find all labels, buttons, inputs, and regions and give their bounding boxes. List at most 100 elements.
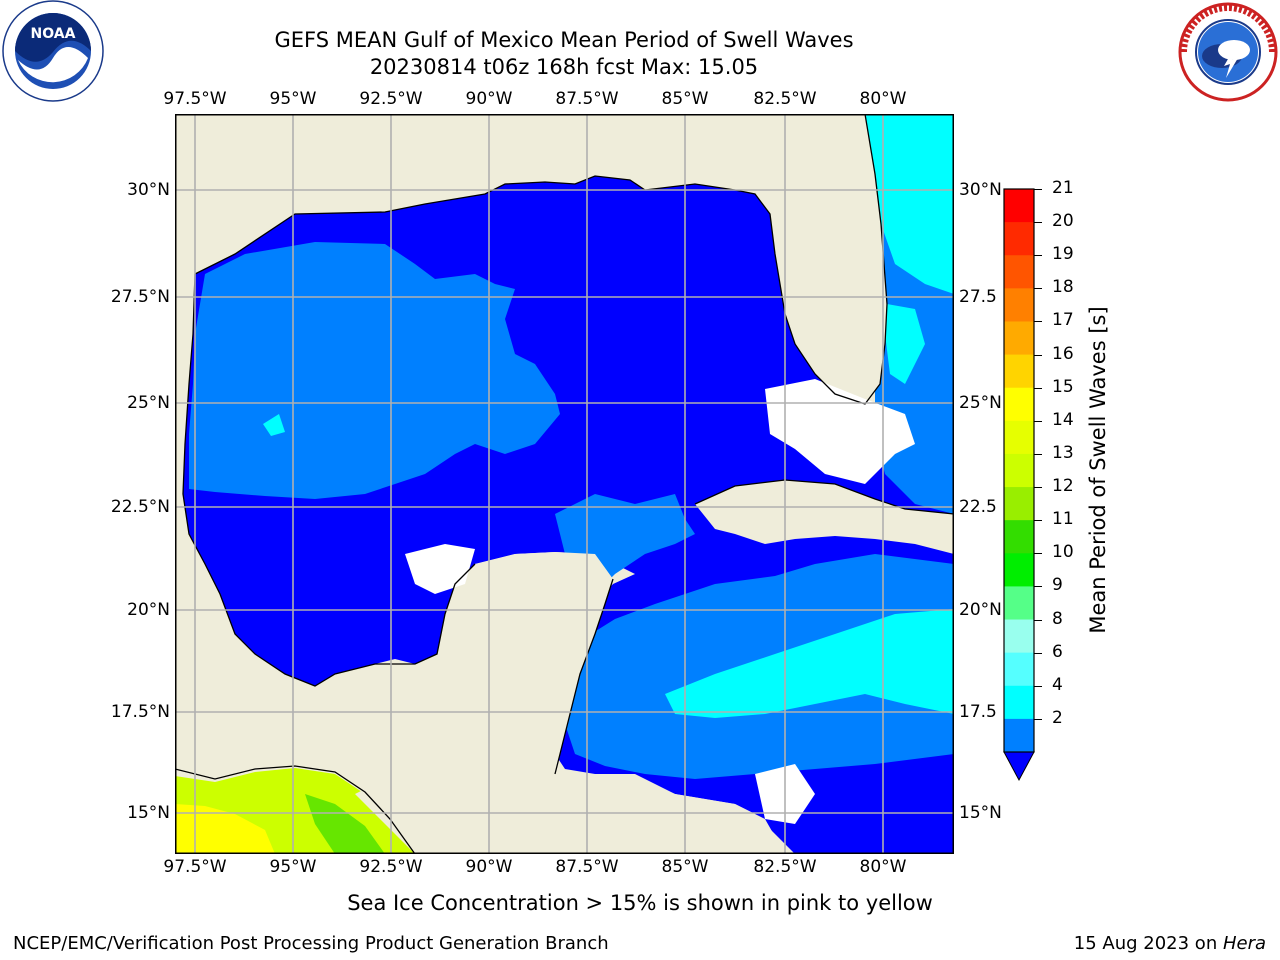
lat-label-right-2: 27.5 <box>959 287 997 307</box>
colorbar-tick-mark <box>1034 685 1042 687</box>
colorbar-frame <box>1003 188 1035 753</box>
lon-label-top-2: 95°W <box>269 89 317 109</box>
colorbar-band <box>1004 189 1034 223</box>
colorbar-extend-triangle <box>1003 751 1035 782</box>
colorbar-band <box>1004 387 1034 422</box>
colorbar-band <box>1004 321 1034 356</box>
lon-label-bottom-1: 97.5°W <box>163 857 227 877</box>
colorbar-tick-mark <box>1034 487 1042 489</box>
colorbar-band <box>1004 553 1034 587</box>
colorbar-tick-mark <box>1034 586 1042 588</box>
colorbar-band <box>1004 354 1034 389</box>
lat-label-left-1: 30°N <box>127 180 170 200</box>
colorbar-tick-label: 11 <box>1052 509 1074 530</box>
lat-label-right-7: 15°N <box>959 803 1002 823</box>
lon-label-top-1: 97.5°W <box>163 89 227 109</box>
colorbar-tick-label: 9 <box>1052 575 1063 596</box>
colorbar-tick-label: 4 <box>1052 674 1063 695</box>
colorbar-tick-label: 2 <box>1052 707 1063 728</box>
colorbar-tick-mark <box>1034 718 1042 720</box>
colorbar-band <box>1004 619 1034 654</box>
colorbar-band <box>1004 288 1034 322</box>
yucatan-land <box>325 552 613 804</box>
colorbar-band <box>1004 718 1034 753</box>
lon-label-top-6: 85°W <box>661 89 709 109</box>
colorbar-tick-mark <box>1034 453 1042 455</box>
colorbar-tick-label: 18 <box>1052 277 1074 298</box>
sea-ice-note: Sea Ice Concentration > 15% is shown in … <box>347 891 933 915</box>
colorbar-band <box>1004 222 1034 256</box>
lon-label-top-3: 92.5°W <box>359 89 423 109</box>
colorbar-tick-label: 19 <box>1052 244 1074 265</box>
colorbar-tick-label: 14 <box>1052 409 1074 430</box>
colorbar-label: Mean Period of Swell Waves [s] <box>1086 306 1110 634</box>
sea-ice-region-high <box>175 804 275 854</box>
lat-label-left-5: 20°N <box>127 600 170 620</box>
colorbar-band <box>1004 685 1034 720</box>
colorbar-band <box>1004 487 1034 521</box>
no-data-bahamas <box>765 379 915 484</box>
noaa-logo: NOAA <box>0 0 106 106</box>
colorbar-tick-label: 12 <box>1052 476 1074 497</box>
colorbar-tick-label: 17 <box>1052 310 1074 331</box>
lon-label-top-4: 90°W <box>465 89 513 109</box>
colorbar-tick-mark <box>1034 520 1042 522</box>
colorbar-tick-mark <box>1034 255 1042 257</box>
lon-label-top-5: 87.5°W <box>555 89 619 109</box>
lat-label-left-2: 27.5°N <box>110 287 170 307</box>
colorbar-tick-label: 21 <box>1052 178 1074 198</box>
colorbar-tick-label: 13 <box>1052 442 1074 463</box>
colorbar-tick-mark <box>1034 420 1042 422</box>
footer-host: Hera <box>1222 933 1266 954</box>
lon-label-top-7: 82.5°W <box>753 89 817 109</box>
colorbar <box>1000 186 1040 786</box>
lat-label-left-3: 25°N <box>127 393 170 413</box>
colorbar-tick-mark <box>1034 619 1042 621</box>
footer-credit: NCEP/EMC/Verification Post Processing Pr… <box>13 933 609 954</box>
colorbar-tick-mark <box>1034 288 1042 290</box>
colorbar-band <box>1004 520 1034 554</box>
gulf-of-mexico-map <box>174 113 955 855</box>
lat-label-right-4: 22.5 <box>959 497 997 517</box>
lon-label-bottom-7: 82.5°W <box>753 857 817 877</box>
lon-label-bottom-8: 80°W <box>859 857 907 877</box>
colorbar-tick-label: 20 <box>1052 211 1074 232</box>
colorbar-tick-label: 6 <box>1052 641 1063 662</box>
colorbar-tick-mark <box>1034 222 1042 224</box>
lon-label-bottom-2: 95°W <box>269 857 317 877</box>
graticule <box>175 114 954 854</box>
ocean-swell-6-8-atlantic <box>865 114 954 294</box>
lat-label-right-5: 20°N <box>959 600 1002 620</box>
lon-label-bottom-5: 87.5°W <box>555 857 619 877</box>
lat-label-right-1: 30°N <box>959 180 1002 200</box>
cuba-land <box>695 480 954 554</box>
lon-label-bottom-4: 90°W <box>465 857 513 877</box>
footer-date: 15 Aug 2023 on Hera <box>1074 933 1266 954</box>
lat-label-right-3: 25°N <box>959 393 1002 413</box>
colorbar-tick-mark <box>1034 387 1042 389</box>
colorbar-band <box>1004 586 1034 621</box>
colorbar-band <box>1004 420 1034 455</box>
lon-label-bottom-3: 92.5°W <box>359 857 423 877</box>
lat-label-left-6: 17.5°N <box>110 702 170 722</box>
colorbar-band <box>1004 453 1034 488</box>
lat-label-right-6: 17.5 <box>959 702 997 722</box>
colorbar-tick-label: 16 <box>1052 343 1074 364</box>
ocean-swell-6-8-keys <box>885 304 925 384</box>
ocean-swell-6-8-caribbean <box>665 609 954 718</box>
footer-date-text: 15 Aug 2023 on <box>1073 933 1223 954</box>
florida-land <box>775 114 887 404</box>
colorbar-band <box>1004 652 1034 687</box>
central-america-land <box>355 774 785 854</box>
colorbar-tick-mark <box>1034 354 1042 356</box>
lon-label-top-8: 80°W <box>859 89 907 109</box>
map-panel <box>174 113 955 855</box>
map-title: GEFS MEAN Gulf of Mexico Mean Period of … <box>274 28 854 52</box>
map-subtitle: 20230814 t06z 168h fcst Max: 15.05 <box>369 55 759 79</box>
colorbar-tick-label: 8 <box>1052 608 1063 629</box>
colorbar-tick-label: 10 <box>1052 542 1074 563</box>
ocean-swell-6-8-patch <box>263 414 285 436</box>
lat-label-left-4: 22.5°N <box>110 497 170 517</box>
colorbar-tick-mark <box>1034 652 1042 654</box>
map-frame <box>175 114 954 854</box>
